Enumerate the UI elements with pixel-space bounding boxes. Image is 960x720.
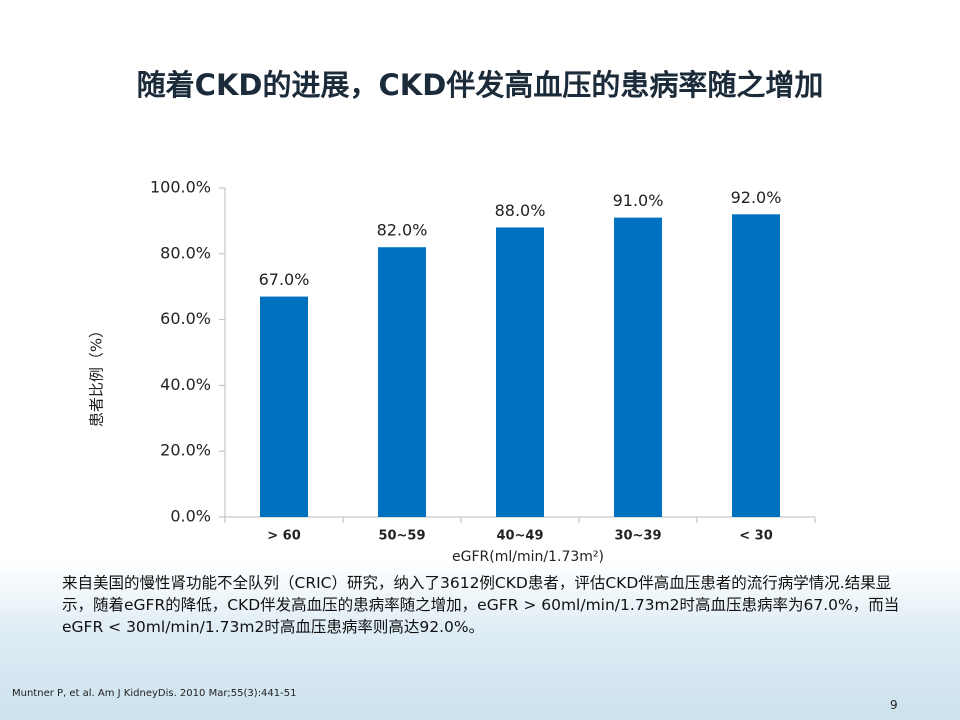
y-tick-label: 20.0% xyxy=(160,441,211,460)
body-text: 来自美国的慢性肾功能不全队列（CRIC）研究，纳入了3612例CKD患者，评估C… xyxy=(62,574,900,636)
value-label: 67.0% xyxy=(259,270,310,289)
y-tick-label: 60.0% xyxy=(160,309,211,328)
y-tick-label: 0.0% xyxy=(170,507,211,526)
x-tick-label: < 30 xyxy=(739,529,773,544)
x-tick-label: > 60 xyxy=(267,529,301,544)
y-tick-label: 100.0% xyxy=(150,178,211,197)
y-tick-label: 40.0% xyxy=(160,375,211,394)
citation: Muntner P, et al. Am J KidneyDis. 2010 M… xyxy=(12,688,297,699)
background-decoration xyxy=(0,560,960,720)
value-label: 82.0% xyxy=(377,221,428,240)
bar xyxy=(496,227,544,518)
bar xyxy=(260,296,308,517)
x-tick-label: 40~49 xyxy=(496,529,543,544)
x-tick-label: 50~59 xyxy=(378,529,425,544)
value-label: 91.0% xyxy=(613,191,664,210)
slide-title: 随着CKD的进展，CKD伴发高血压的患病率随之增加 xyxy=(136,68,824,102)
bar xyxy=(614,217,662,518)
value-label: 92.0% xyxy=(731,188,782,207)
x-tick-label: 30~39 xyxy=(614,529,661,544)
value-label: 88.0% xyxy=(495,201,546,220)
bar xyxy=(378,247,426,517)
y-tick-label: 80.0% xyxy=(160,243,211,262)
x-axis-label: eGFR(ml/min/1.73m²) xyxy=(452,549,604,565)
y-axis-label: 患者比例（%） xyxy=(88,323,106,427)
page-number: 9 xyxy=(890,698,898,712)
bar xyxy=(732,214,780,517)
